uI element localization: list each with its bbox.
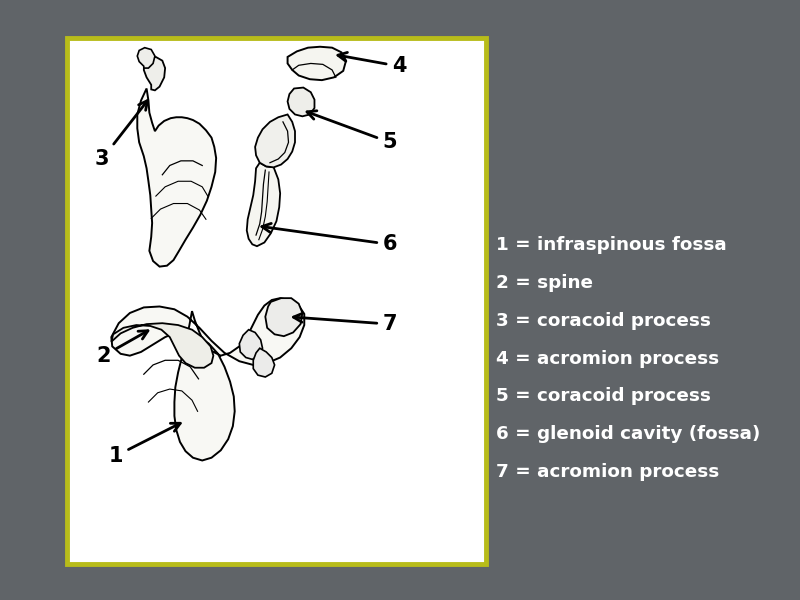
Polygon shape bbox=[239, 329, 262, 359]
Text: 5 = coracoid process: 5 = coracoid process bbox=[496, 388, 710, 406]
Text: 6: 6 bbox=[262, 223, 397, 254]
Polygon shape bbox=[111, 323, 214, 368]
Text: 6 = glenoid cavity (fossa): 6 = glenoid cavity (fossa) bbox=[496, 425, 760, 443]
Text: 4: 4 bbox=[338, 52, 406, 76]
Polygon shape bbox=[287, 47, 346, 80]
Polygon shape bbox=[111, 298, 304, 460]
Text: 5: 5 bbox=[307, 111, 397, 152]
Text: 3: 3 bbox=[94, 101, 147, 169]
Text: 2 = spine: 2 = spine bbox=[496, 274, 593, 292]
Polygon shape bbox=[246, 163, 280, 246]
Text: 7: 7 bbox=[294, 313, 397, 334]
Text: 7 = acromion process: 7 = acromion process bbox=[496, 463, 719, 481]
Polygon shape bbox=[287, 88, 314, 116]
Polygon shape bbox=[144, 57, 165, 91]
Text: 1: 1 bbox=[109, 423, 180, 466]
Bar bbox=[66, 38, 486, 565]
Polygon shape bbox=[138, 88, 216, 266]
Polygon shape bbox=[255, 115, 295, 167]
Text: 2: 2 bbox=[97, 331, 148, 365]
Polygon shape bbox=[266, 298, 302, 336]
Polygon shape bbox=[254, 348, 274, 377]
Polygon shape bbox=[138, 47, 155, 68]
Text: 4 = acromion process: 4 = acromion process bbox=[496, 350, 719, 368]
Text: 3 = coracoid process: 3 = coracoid process bbox=[496, 311, 710, 329]
Text: 1 = infraspinous fossa: 1 = infraspinous fossa bbox=[496, 236, 726, 254]
